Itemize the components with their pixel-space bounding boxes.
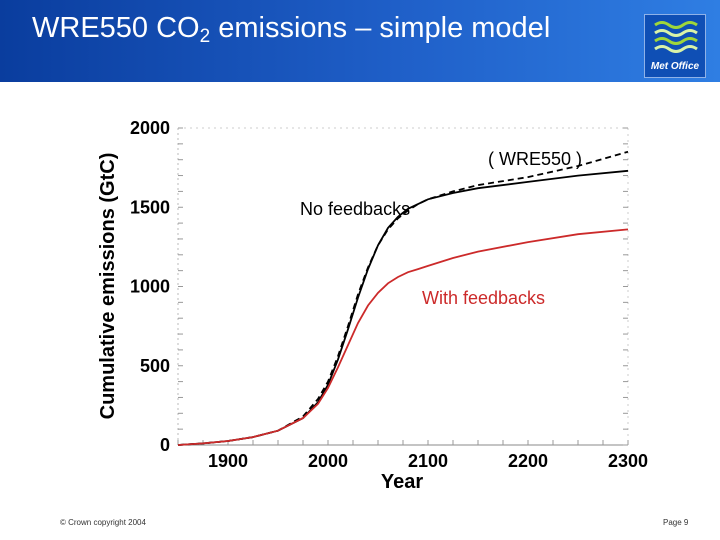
y-tick-label: 0 bbox=[160, 435, 170, 455]
logo-label: Met Office bbox=[650, 61, 700, 72]
wave-logo-icon bbox=[654, 21, 698, 53]
series-line-2 bbox=[177, 228, 629, 446]
x-tick-label: 2100 bbox=[408, 451, 448, 471]
title-subscript: 2 bbox=[199, 26, 211, 47]
x-tick-label: 2000 bbox=[308, 451, 348, 471]
annotation-wre550: ( WRE550 ) bbox=[488, 149, 582, 169]
copyright-text: © Crown copyright 2004 bbox=[60, 518, 146, 527]
x-axis-title: Year bbox=[381, 471, 423, 493]
slide-header: WRE550 CO2 emissions – simple model Met … bbox=[0, 0, 720, 82]
met-office-logo: Met Office bbox=[644, 14, 706, 78]
annotation-with-feedbacks: With feedbacks bbox=[422, 288, 545, 308]
y-tick-label: 2000 bbox=[130, 118, 170, 138]
tick-labels: 1900 2000 2100 2200 2300 0 500 1000 1500 2000 bbox=[130, 118, 648, 471]
x-tick-label: 2200 bbox=[508, 451, 548, 471]
series-layer bbox=[177, 150, 629, 446]
slide-title: WRE550 CO2 emissions – simple model bbox=[32, 12, 550, 48]
page-number: Page 9 bbox=[663, 518, 689, 527]
annotation-no-feedbacks: No feedbacks bbox=[300, 199, 410, 219]
series-line-0 bbox=[177, 150, 629, 446]
title-text: WRE550 CO bbox=[32, 12, 200, 44]
y-tick-label: 1500 bbox=[130, 197, 170, 217]
y-axis-title: Cumulative emissions (GtC) bbox=[97, 153, 119, 420]
x-tick-label: 2300 bbox=[608, 451, 648, 471]
y-tick-label: 1000 bbox=[130, 277, 170, 297]
plot-frame bbox=[177, 127, 629, 446]
y-tick-label: 500 bbox=[140, 356, 170, 376]
title-text-rest: emissions – simple model bbox=[210, 12, 551, 44]
tick-marks bbox=[177, 127, 629, 446]
x-tick-label: 1900 bbox=[208, 451, 248, 471]
